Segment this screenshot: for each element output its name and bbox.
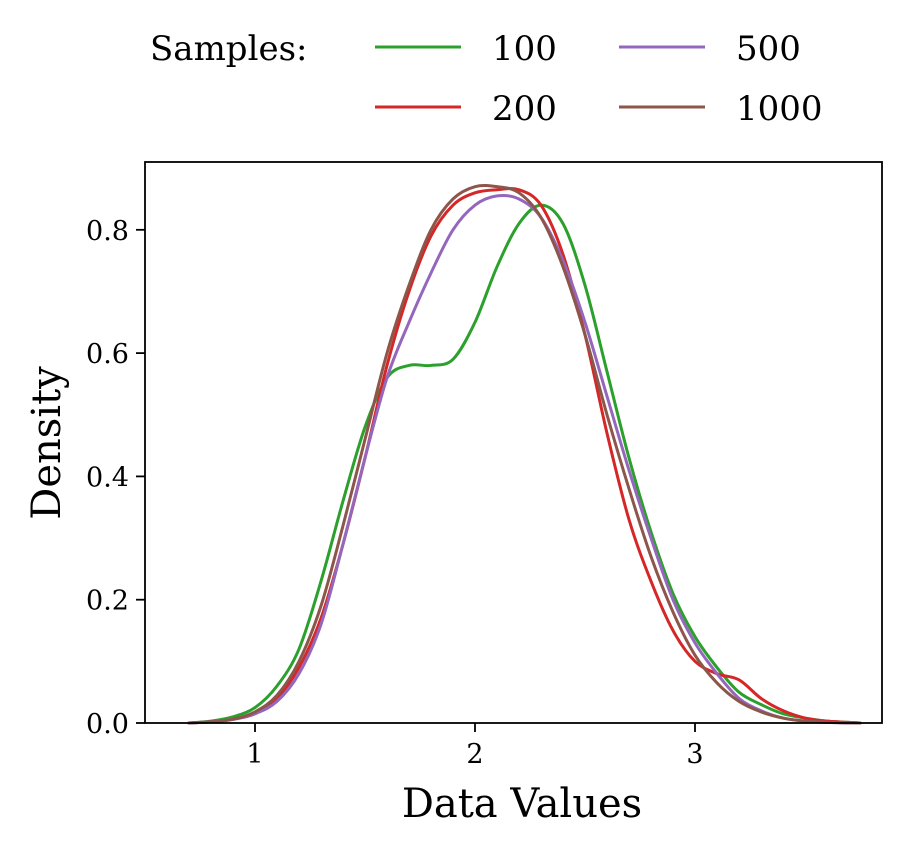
legend-label-200: 200: [492, 89, 557, 129]
plot-frame: [144, 161, 883, 724]
y-tick-label: 0.8: [86, 216, 129, 247]
y-tick-label: 0.2: [86, 586, 129, 617]
series-line-1000: [187, 183, 862, 725]
legend-title: Samples:: [150, 29, 307, 69]
series-layer: [187, 183, 862, 725]
ticks-layer: 1 2 3 0.0 0.2 0.4 0.6 0.8: [86, 216, 704, 770]
series-line-100: [187, 203, 862, 725]
series-line-500: [187, 193, 862, 725]
legend: Samples: 100 200 500 1000: [150, 29, 823, 129]
x-axis-title: Data Values: [402, 781, 642, 827]
legend-label-500: 500: [736, 29, 801, 69]
x-tick-label: 2: [466, 739, 483, 770]
y-tick-label: 0.0: [86, 709, 129, 740]
y-axis-title: Density: [24, 366, 70, 520]
y-tick-label: 0.6: [86, 339, 129, 370]
series-line-200: [187, 186, 862, 725]
y-tick-label: 0.4: [86, 462, 129, 493]
legend-label-1000: 1000: [736, 89, 823, 129]
x-tick-label: 1: [246, 739, 263, 770]
x-tick-label: 3: [686, 739, 703, 770]
legend-label-100: 100: [492, 29, 557, 69]
